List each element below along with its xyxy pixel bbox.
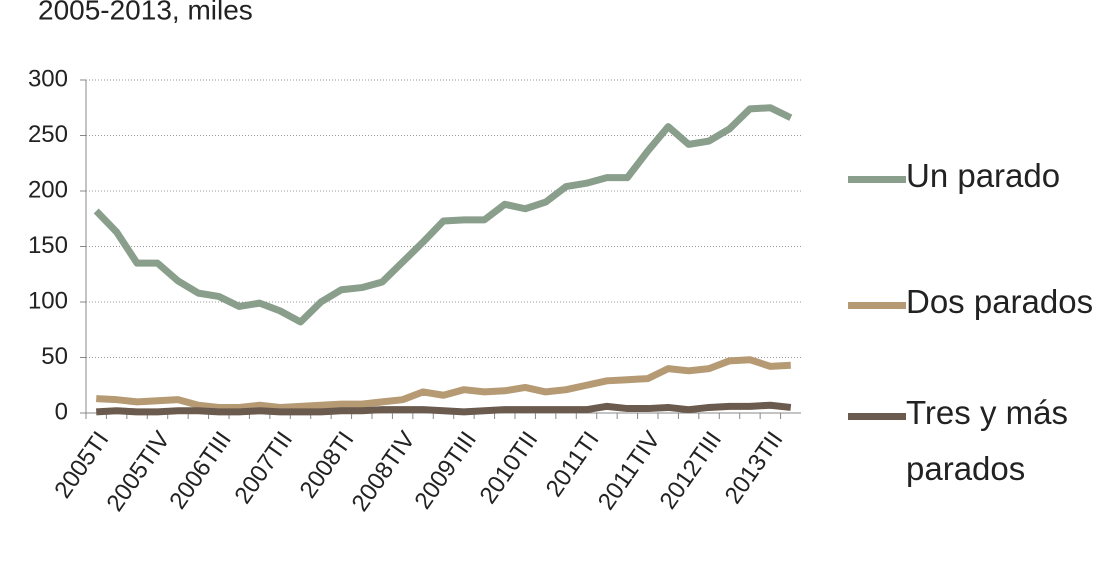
chart-title: 2005-2013, miles — [38, 0, 253, 25]
y-tick-label: 50 — [41, 343, 68, 370]
y-tick-label: 100 — [28, 287, 68, 314]
x-tick-label: 2007TII — [229, 427, 298, 509]
x-tick-label: 2005TI — [49, 427, 114, 504]
series-line — [96, 401, 792, 416]
x-tick-label: 2005TIV — [101, 427, 175, 517]
y-tick-label: 150 — [28, 232, 68, 259]
x-tick-label: 2006TIII — [164, 427, 237, 515]
x-tick-label: 2008TI — [294, 427, 359, 504]
y-tick-label: 0 — [55, 398, 68, 425]
y-tick-label: 250 — [28, 121, 68, 148]
x-tick-label: 2013TII — [720, 427, 789, 509]
legend-label: Un parado — [906, 157, 1061, 194]
legend-item: Un parado — [848, 157, 1120, 204]
series-line — [93, 104, 793, 326]
legend-item: Dos parados — [848, 283, 1120, 330]
x-tick-label: 2011TI — [541, 427, 605, 502]
legend-swatch — [848, 413, 906, 420]
series-line — [96, 356, 791, 411]
legend-item: Tres y más parados — [848, 394, 1120, 497]
x-tick-label: 2010TII — [475, 427, 544, 509]
x-tick-label: 2012TIII — [655, 427, 728, 515]
x-tick-label: 2009TIII — [409, 427, 482, 515]
legend-label: Dos parados — [906, 283, 1094, 320]
legend-swatch — [848, 302, 906, 309]
legend-swatch — [848, 176, 906, 183]
y-tick-label: 300 — [28, 65, 68, 92]
x-tick-label: 2008TIV — [347, 427, 421, 517]
x-tick-label: 2011TIV — [593, 427, 666, 515]
y-tick-label: 200 — [28, 176, 68, 203]
legend-label: Tres y más parados — [906, 394, 1068, 487]
